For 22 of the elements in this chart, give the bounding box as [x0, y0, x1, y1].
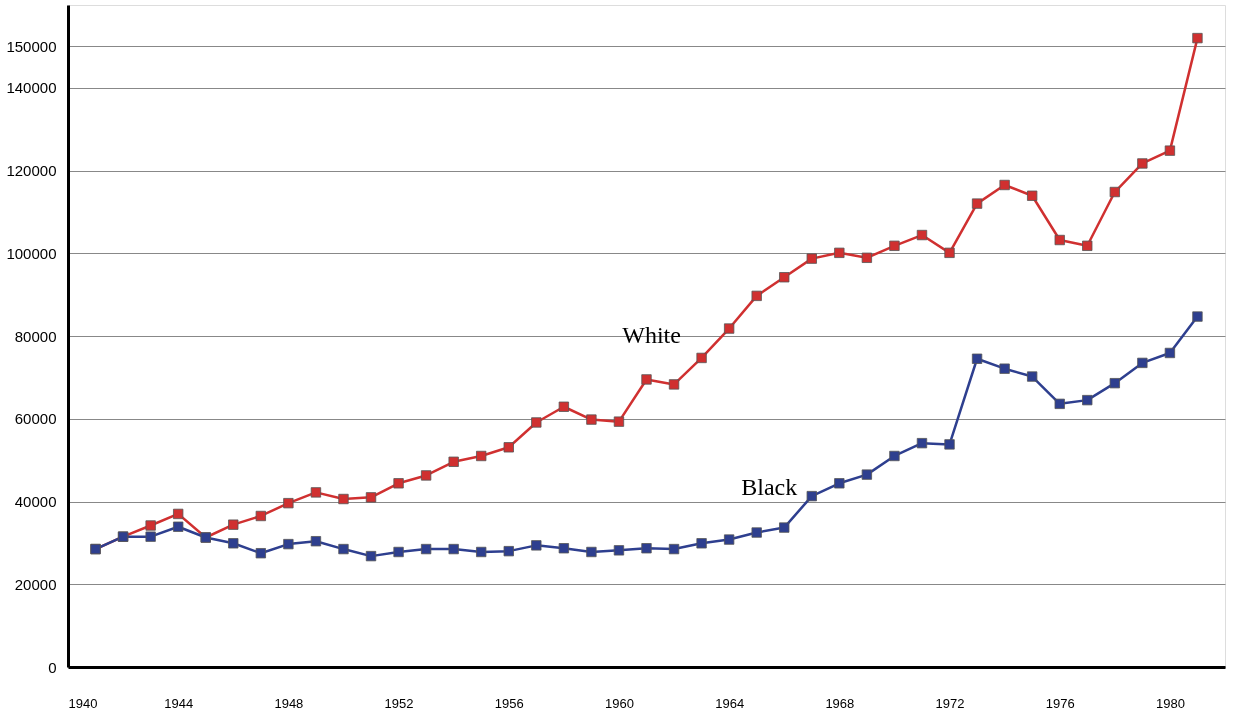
- x-tick-label: 1980: [1155, 695, 1185, 711]
- x-tick-label: 1968: [825, 695, 855, 711]
- y-tick-label: 60000: [14, 410, 57, 428]
- x-tick-label: 1976: [1045, 695, 1075, 711]
- y-tick-label: 40000: [14, 493, 57, 510]
- y-tick-label: 0: [48, 658, 57, 676]
- y-tick-label: 100000: [6, 244, 57, 262]
- y-tick-label: 120000: [6, 162, 57, 179]
- y-tick-label: 80000: [14, 327, 57, 345]
- x-tick-label: 1940: [68, 695, 98, 711]
- y-tick-label: 150000: [6, 37, 57, 55]
- x-tick-label: 1972: [935, 695, 965, 711]
- series-label: Black: [741, 473, 798, 500]
- x-tick-label: 1956: [494, 695, 524, 711]
- y-tick-label: 140000: [6, 79, 57, 97]
- x-tick-label: 1952: [384, 695, 414, 711]
- x-tick-label: 1960: [604, 695, 634, 711]
- x-tick-label: 1948: [274, 695, 304, 711]
- x-tick-label: 1964: [715, 695, 745, 711]
- series-label: White: [622, 321, 681, 348]
- y-tick-label: 20000: [14, 575, 57, 593]
- x-tick-label: 1944: [164, 695, 194, 711]
